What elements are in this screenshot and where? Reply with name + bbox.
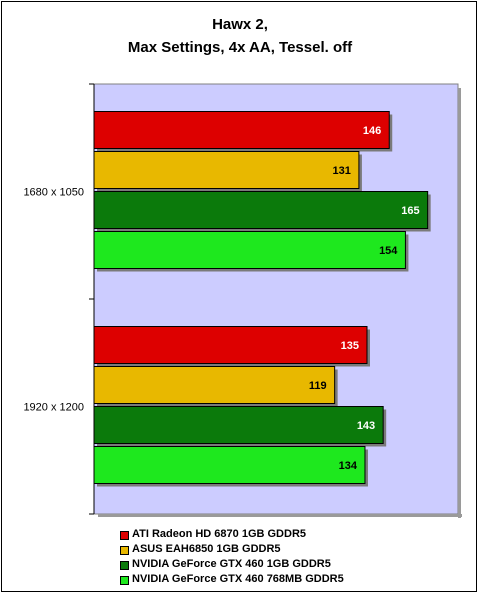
bar-value-label: 143 — [357, 420, 375, 432]
bar-value-label: 134 — [339, 460, 358, 472]
bar-value-label: 146 — [363, 125, 381, 137]
bar-value-label: 165 — [401, 205, 419, 217]
legend-swatch — [120, 576, 129, 585]
category-label: 1920 x 1200 — [23, 402, 84, 414]
legend-swatch — [120, 546, 129, 555]
chart-title-line-2: Max Settings, 4x AA, Tessel. off — [127, 39, 353, 56]
bar — [93, 151, 360, 189]
bar — [93, 366, 336, 404]
legend-swatch — [120, 561, 129, 570]
legend-item: NVIDIA GeForce GTX 460 768MB GDDR5 — [120, 572, 344, 587]
bar — [93, 446, 366, 484]
bar-value-label: 135 — [341, 340, 359, 352]
chart-title-line-1: Hawx 2, — [212, 16, 268, 33]
bar — [93, 326, 368, 364]
legend-item: ATI Radeon HD 6870 1GB GDDR5 — [120, 527, 344, 542]
legend-label: NVIDIA GeForce GTX 460 1GB GDDR5 — [132, 558, 331, 570]
legend-swatch — [120, 531, 129, 540]
bar-value-label: 119 — [309, 380, 327, 392]
plot-shadow-bottom — [98, 514, 462, 517]
legend: ATI Radeon HD 6870 1GB GDDR5 ASUS EAH685… — [120, 527, 344, 587]
legend-label: NVIDIA GeForce GTX 460 768MB GDDR5 — [132, 573, 344, 585]
bar — [93, 191, 429, 229]
legend-label: ASUS EAH6850 1GB GDDR5 — [132, 543, 281, 555]
bar — [93, 406, 384, 444]
plot-shadow-right — [458, 88, 461, 518]
bar — [93, 111, 390, 149]
bar-value-label: 131 — [333, 165, 351, 177]
legend-label: ATI Radeon HD 6870 1GB GDDR5 — [132, 528, 307, 540]
bar-value-label: 154 — [379, 245, 398, 257]
category-label: 1680 x 1050 — [23, 187, 84, 199]
legend-item: ASUS EAH6850 1GB GDDR5 — [120, 542, 344, 557]
legend-item: NVIDIA GeForce GTX 460 1GB GDDR5 — [120, 557, 344, 572]
bar — [93, 231, 406, 269]
